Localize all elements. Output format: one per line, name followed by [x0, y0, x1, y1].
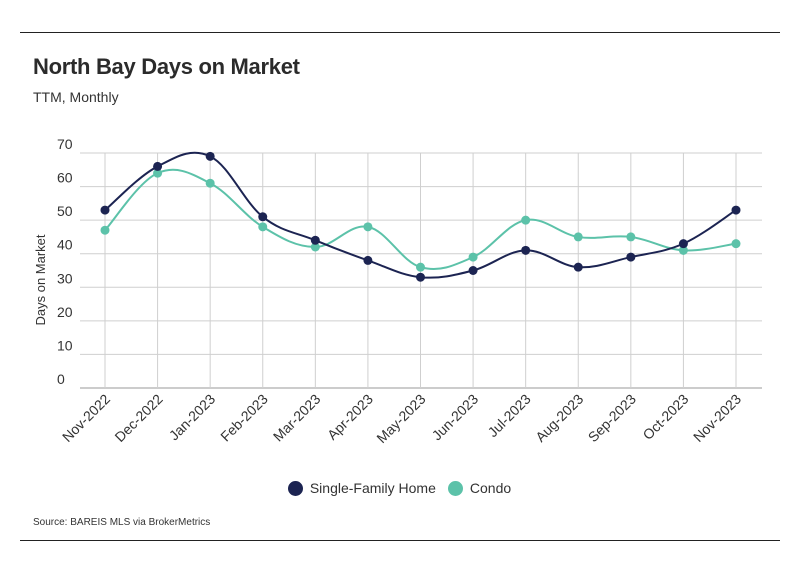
condo-point	[678, 245, 688, 255]
x-tick-label: Nov-2023	[690, 391, 744, 445]
x-tick-label: Jan-2023	[166, 391, 219, 444]
condo-point	[416, 262, 425, 272]
top-rule	[20, 32, 780, 33]
chart-title: North Bay Days on Market	[33, 54, 300, 79]
legend-swatch	[287, 480, 303, 496]
condo-point	[626, 232, 636, 242]
bottom-rule	[20, 540, 780, 541]
y-tick-label: 10	[57, 337, 73, 353]
y-tick-label: 40	[57, 237, 73, 253]
condo-point	[573, 232, 583, 242]
single-family-home-point	[363, 255, 373, 265]
single-family-home-point	[573, 262, 583, 272]
x-tick-label: Sep-2023	[585, 391, 639, 445]
y-tick-label: 30	[57, 270, 73, 286]
chart-legend: Single-Family Home Condo	[0, 480, 799, 496]
condo-point	[731, 239, 741, 249]
legend-item-condo: Condo	[447, 480, 512, 496]
x-tick-label: Dec-2022	[111, 391, 165, 445]
single-family-home-point	[678, 239, 688, 249]
legend-label: Condo	[469, 480, 512, 496]
condo-point	[521, 215, 531, 225]
y-axis-label: Days on Market	[33, 234, 48, 325]
y-tick-label: 60	[57, 170, 73, 186]
single-family-home-point	[310, 235, 320, 245]
x-tick-label: Jul-2023	[485, 391, 534, 440]
condo-point	[258, 222, 268, 232]
x-tick-label: Mar-2023	[270, 391, 324, 445]
condo-point	[100, 225, 110, 235]
y-tick-label: 20	[57, 304, 73, 320]
single-family-home-point	[153, 161, 163, 171]
x-tick-label: May-2023	[373, 391, 428, 446]
x-tick-label: Oct-2023	[639, 391, 691, 443]
source-note: Source: BAREIS MLS via BrokerMetrics	[33, 517, 211, 528]
y-tick-label: 0	[57, 371, 65, 387]
x-tick-label: Nov-2022	[59, 391, 113, 445]
x-tick-label: Feb-2023	[217, 391, 271, 445]
condo-point	[363, 222, 373, 232]
y-tick-label: 70	[57, 136, 73, 152]
condo-point	[205, 178, 215, 188]
single-family-home-point	[731, 205, 741, 215]
single-family-home-point	[416, 272, 425, 282]
single-family-home-point	[521, 245, 531, 255]
chart-subtitle: TTM, Monthly	[33, 89, 119, 105]
condo-point	[153, 168, 163, 178]
legend-item-single-family-home: Single-Family Home	[287, 480, 436, 496]
x-tick-label: Apr-2023	[324, 391, 376, 443]
condo-point	[310, 242, 320, 252]
legend-swatch	[447, 480, 463, 496]
condo-point	[468, 252, 478, 262]
single-family-home-point	[468, 266, 478, 275]
y-tick-label: 50	[57, 203, 73, 219]
x-tick-label: Aug-2023	[532, 391, 586, 445]
single-family-home-point	[626, 252, 636, 262]
single-family-home-point	[258, 212, 268, 222]
x-tick-label: Jun-2023	[429, 391, 482, 444]
legend-label: Single-Family Home	[309, 480, 436, 496]
single-family-home-point	[205, 151, 215, 161]
single-family-home-point	[100, 205, 110, 215]
